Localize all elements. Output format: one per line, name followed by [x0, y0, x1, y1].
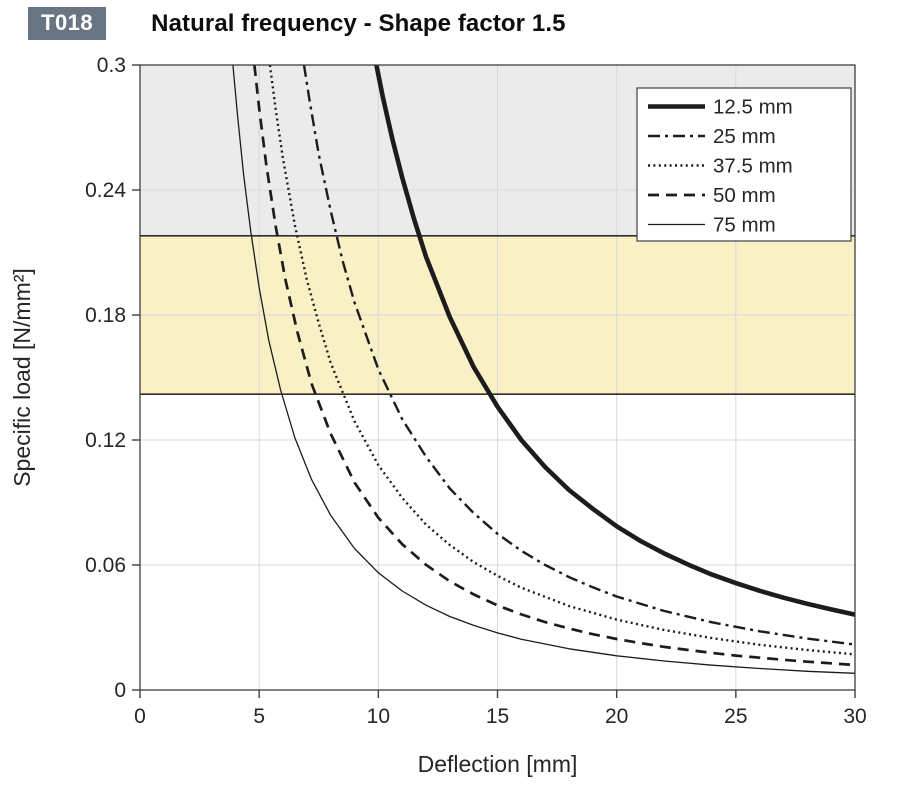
legend-box [636, 87, 852, 242]
x-tick-label: 0 [134, 705, 146, 728]
y-tick-label: 0.3 [97, 54, 126, 77]
legend-item: 75 mm [648, 214, 776, 237]
x-tick-label: 10 [367, 705, 390, 728]
curve-37.5-mm [268, 64, 856, 656]
y-tick-label: 0.12 [85, 429, 126, 452]
legend-label: 25 mm [713, 125, 776, 148]
legend-item: 50 mm [648, 184, 776, 207]
figure-header: T018 Natural frequency - Shape factor 1.… [28, 7, 566, 41]
curve-75-mm [232, 64, 856, 674]
y-axis-label: Specific load [N/mm²] [9, 268, 35, 487]
legend-item: 25 mm [648, 125, 776, 148]
x-tick-label: 15 [486, 705, 509, 728]
x-tick-label: 5 [253, 705, 265, 728]
y-tick-label: 0.24 [85, 179, 126, 202]
x-axis-label: Deflection [mm] [418, 751, 578, 777]
x-tick-label: 30 [843, 705, 866, 728]
curve-12.5-mm [374, 64, 856, 617]
x-tick-label: 20 [605, 705, 628, 728]
x-tick-label: 25 [724, 705, 747, 728]
legend-item: 12.5 mm [648, 96, 793, 119]
curve-50-mm [253, 64, 856, 667]
legend-label: 12.5 mm [713, 96, 793, 119]
figure-id-badge: T018 [28, 7, 107, 41]
curve-25-mm [302, 64, 856, 646]
y-tick-label: 0.18 [85, 304, 126, 327]
y-tick-label: 0 [114, 679, 126, 702]
y-tick-label: 0.06 [85, 554, 126, 577]
legend-label: 37.5 mm [713, 155, 793, 178]
legend-item: 37.5 mm [648, 155, 793, 178]
legend-label: 75 mm [713, 214, 776, 237]
legend-label: 50 mm [713, 184, 776, 207]
legend: 12.5 mm 25 mm 37.5 mm 50 mm 75 mm [636, 87, 852, 242]
chart-title: Natural frequency - Shape factor 1.5 [151, 9, 566, 37]
